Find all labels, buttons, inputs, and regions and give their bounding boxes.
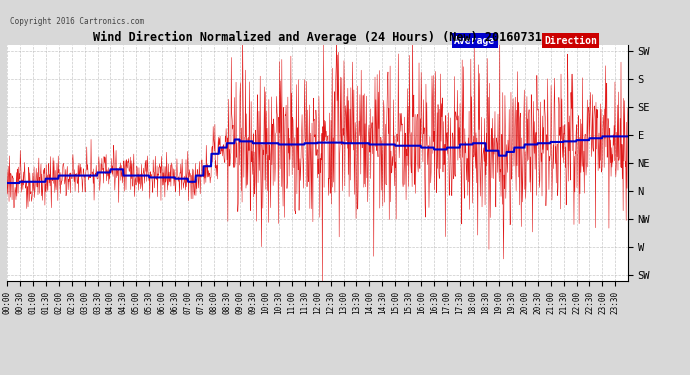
Title: Wind Direction Normalized and Average (24 Hours) (New) 20160731: Wind Direction Normalized and Average (2… (93, 31, 542, 44)
Text: Average: Average (454, 36, 495, 45)
Text: Copyright 2016 Cartronics.com: Copyright 2016 Cartronics.com (10, 17, 144, 26)
Text: Direction: Direction (544, 36, 597, 45)
